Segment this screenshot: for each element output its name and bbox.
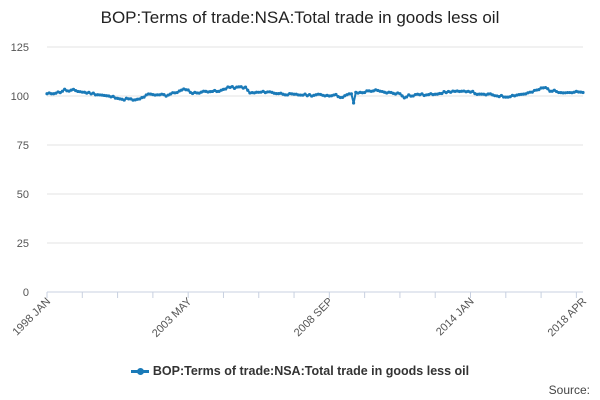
data-point[interactable]: [440, 91, 444, 96]
data-point[interactable]: [224, 87, 228, 91]
x-tick-label-3: 2014 JAN: [434, 296, 477, 339]
x-tick-label-4: 2018 APR: [546, 296, 590, 340]
data-point[interactable]: [349, 92, 353, 96]
data-point[interactable]: [49, 92, 54, 96]
source-label: Source:: [548, 383, 590, 397]
data-point[interactable]: [565, 90, 570, 95]
y-tick-label-100: 100: [11, 91, 29, 103]
data-point[interactable]: [420, 92, 424, 96]
data-point[interactable]: [175, 90, 179, 95]
legend-swatch: [130, 368, 149, 376]
y-axis: 0 25 50 75 100 125: [11, 42, 29, 299]
data-point[interactable]: [334, 92, 338, 97]
x-tick-label-0: 1998 JAN: [10, 296, 53, 339]
data-point[interactable]: [142, 95, 146, 99]
y-tick-label-25: 25: [17, 238, 29, 250]
data-point[interactable]: [243, 85, 248, 89]
data-point[interactable]: [398, 92, 402, 96]
x-axis: 1998 JAN 2003 MAY 2008 SEP 2014 JAN 2018 APR: [10, 291, 590, 340]
y-tick-label-125: 125: [11, 42, 29, 54]
data-point[interactable]: [363, 90, 367, 95]
data-point[interactable]: [292, 92, 296, 96]
y-tick-label-0: 0: [23, 287, 29, 299]
data-point[interactable]: [246, 88, 250, 92]
data-point[interactable]: [548, 89, 552, 93]
data-point[interactable]: [365, 89, 369, 93]
data-point[interactable]: [528, 90, 532, 94]
data-point[interactable]: [537, 88, 541, 92]
data-point[interactable]: [530, 90, 534, 94]
data-point[interactable]: [471, 89, 475, 93]
data-point[interactable]: [546, 87, 550, 91]
legend-label: BOP:Terms of trade:NSA:Total trade in go…: [152, 364, 470, 378]
x-tick-label-2: 2008 SEP: [292, 296, 336, 340]
data-point[interactable]: [63, 87, 67, 91]
gridlines: [47, 46, 583, 293]
data-point[interactable]: [60, 89, 65, 93]
data-point[interactable]: [186, 88, 190, 92]
data-point[interactable]: [347, 92, 351, 96]
data-point[interactable]: [581, 90, 585, 95]
chart-title: BOP:Terms of trade:NSA:Total trade in go…: [100, 8, 500, 27]
x-tick-label-1: 2003 MAY: [150, 295, 195, 340]
y-tick-label-50: 50: [17, 189, 29, 201]
legend[interactable]: BOP:Terms of trade:NSA:Total trade in go…: [0, 364, 600, 378]
data-point[interactable]: [303, 92, 307, 96]
data-point[interactable]: [340, 95, 345, 99]
data-point[interactable]: [404, 95, 409, 99]
data-point[interactable]: [122, 98, 126, 102]
data-point[interactable]: [111, 94, 115, 98]
y-tick-label-75: 75: [17, 140, 29, 152]
series-group: [45, 85, 585, 105]
data-point[interactable]: [400, 94, 404, 98]
data-point[interactable]: [230, 85, 234, 89]
data-point[interactable]: [91, 91, 95, 95]
data-point[interactable]: [127, 97, 131, 101]
data-point[interactable]: [352, 101, 356, 105]
data-point[interactable]: [274, 92, 278, 96]
